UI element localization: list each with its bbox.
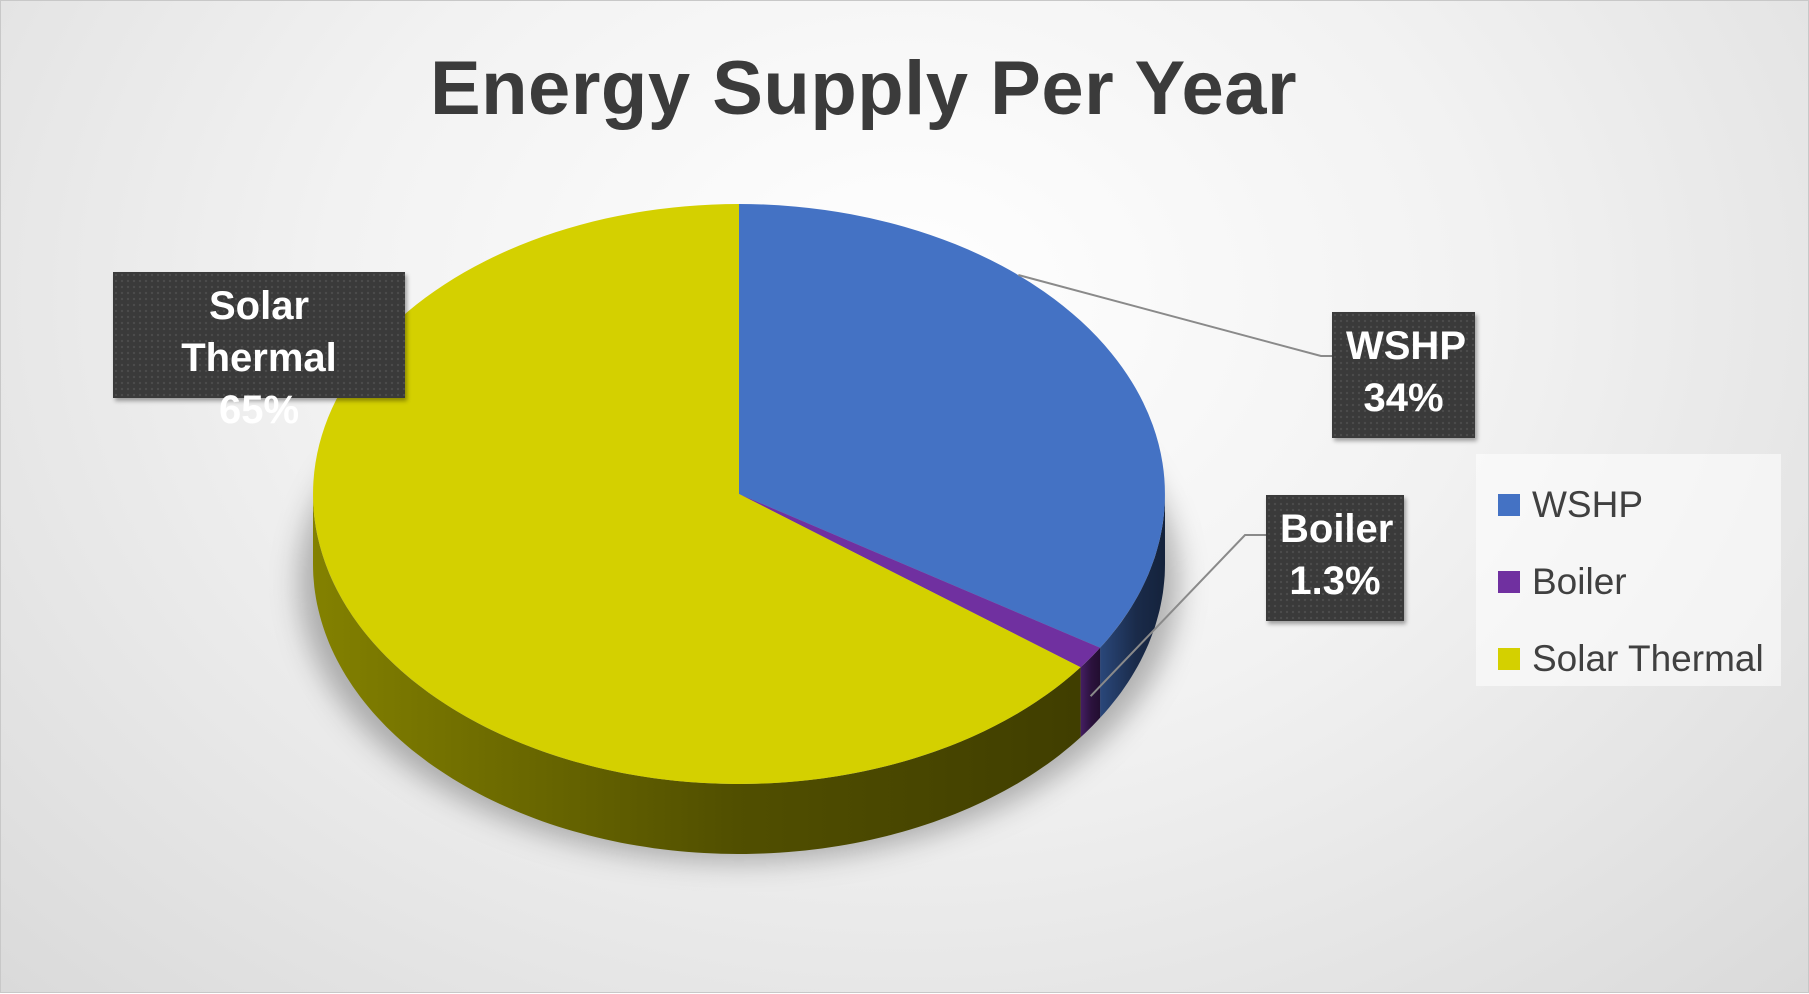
data-label-solar-thermal-name: Solar Thermal <box>181 284 337 380</box>
data-label-solar-thermal: Solar Thermal 65% <box>113 272 405 432</box>
data-label-solar-thermal-value: 65% <box>218 388 300 432</box>
data-label-wshp-value: 34% <box>1363 376 1444 420</box>
legend-label-solar-thermal: Solar Thermal <box>1532 637 1764 679</box>
pie-slice-solar-thermal <box>313 204 1081 784</box>
pie-slice-wshp <box>739 204 1165 648</box>
legend-label-boiler: Boiler <box>1532 560 1627 602</box>
legend-swatch-solar-thermal <box>1498 647 1520 670</box>
data-label-boiler: Boiler 1.3% <box>1266 495 1404 621</box>
pie-slice-boiler <box>739 494 1101 668</box>
legend-item-wshp: WSHP <box>1476 466 1781 543</box>
pie-side-solar-thermal <box>313 494 1081 854</box>
data-label-boiler-value: 1.3% <box>1289 559 1381 603</box>
legend-item-solar-thermal: Solar Thermal <box>1476 620 1781 697</box>
pie-side-wshp <box>1100 494 1165 718</box>
legend-label-wshp: WSHP <box>1532 483 1643 525</box>
legend-swatch-boiler <box>1498 570 1520 593</box>
leader-line-boiler <box>1089 534 1266 697</box>
data-label-boiler-name: Boiler <box>1280 507 1394 551</box>
data-label-wshp: WSHP 34% <box>1332 312 1475 438</box>
chart-legend: WSHP Boiler Solar Thermal <box>1476 454 1781 686</box>
data-label-wshp-name: WSHP <box>1346 324 1466 368</box>
chart-title: Energy Supply Per Year <box>429 46 1298 131</box>
pie-side-boiler <box>1080 647 1101 738</box>
legend-item-boiler: Boiler <box>1476 543 1781 620</box>
leader-line-wshp <box>1018 274 1332 357</box>
legend-swatch-wshp <box>1498 493 1520 516</box>
